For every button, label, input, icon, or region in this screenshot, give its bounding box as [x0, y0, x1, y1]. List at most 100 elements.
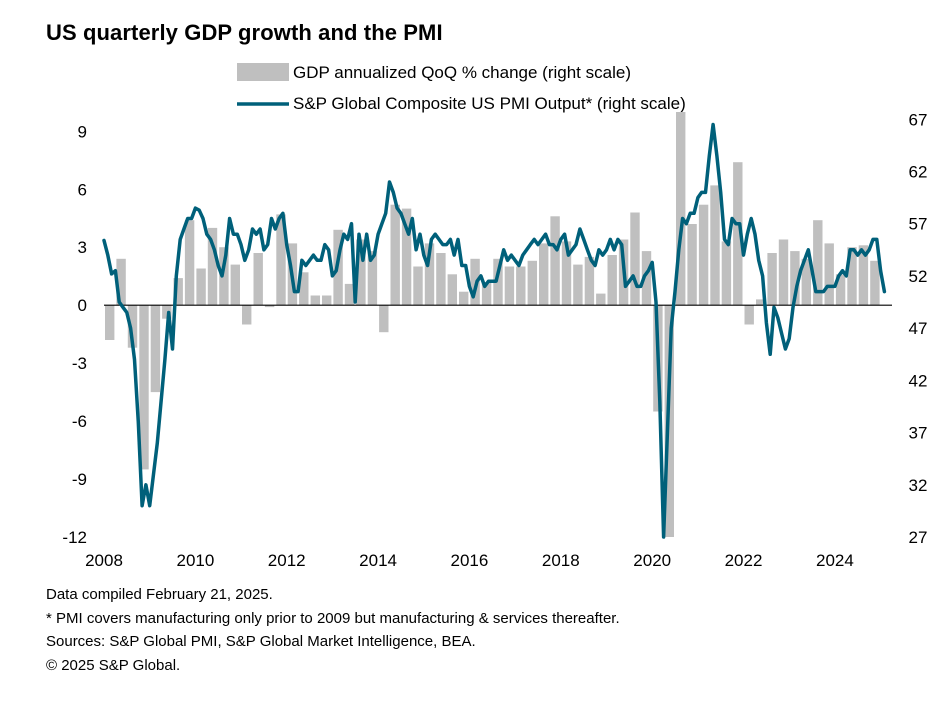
gdp-bar — [367, 251, 378, 306]
right-axis-tick: 27 — [909, 528, 928, 547]
gdp-bar — [527, 260, 537, 306]
gdp-bar — [264, 305, 275, 308]
footnotes: Data compiled February 21, 2025. * PMI c… — [46, 583, 620, 677]
gdp-bar — [607, 255, 617, 306]
gdp-bar — [184, 220, 195, 306]
gdp-bar — [424, 243, 435, 306]
gdp-bar — [870, 260, 880, 306]
left-axis-tick: -9 — [72, 470, 87, 489]
gdp-bar — [778, 239, 789, 306]
gdp-bar — [584, 256, 595, 306]
right-axis-tick: 67 — [909, 110, 928, 129]
right-axis-tick: 52 — [909, 267, 928, 286]
gdp-bar — [242, 305, 252, 325]
gdp-bar — [310, 295, 320, 306]
pmi-line — [102, 122, 887, 539]
gdp-bar — [630, 212, 640, 306]
right-axis-tick: 62 — [909, 163, 928, 182]
gdp-bar — [207, 227, 218, 306]
gdp-bar — [516, 266, 526, 306]
footnote-compiled: Data compiled February 21, 2025. — [46, 586, 273, 603]
gdp-bar — [139, 305, 149, 470]
gdp-bar — [504, 266, 515, 306]
gdp-bar — [413, 266, 423, 306]
gdp-bar — [539, 243, 549, 306]
gdp-bars — [105, 112, 880, 537]
gdp-bar — [493, 258, 503, 306]
gdp-bar — [162, 305, 172, 319]
gdp-bar — [150, 305, 161, 393]
x-axis-tick: 2010 — [176, 551, 214, 570]
legend-line-label: S&P Global Composite US PMI Output* (rig… — [293, 94, 686, 113]
gdp-bar — [835, 274, 846, 306]
footnote-sources: Sources: S&P Global PMI, S&P Global Mark… — [46, 633, 476, 650]
gdp-bar — [676, 112, 686, 306]
left-axis-tick: 6 — [78, 180, 87, 199]
x-axis-tick: 2012 — [268, 551, 306, 570]
gdp-bar — [379, 305, 389, 333]
gdp-bar — [481, 282, 492, 306]
gdp-bar — [801, 258, 811, 306]
gdp-bar — [299, 272, 309, 306]
gdp-bar — [230, 264, 240, 306]
gdp-bar — [721, 241, 732, 306]
gdp-bar — [401, 208, 412, 306]
x-axis-tick: 2014 — [359, 551, 397, 570]
x-axis: 2008 2010 2012 2014 2016 2018 2020 2022 2024 — [85, 551, 854, 570]
gdp-bar — [824, 243, 834, 306]
x-axis-tick: 2024 — [816, 551, 854, 570]
gdp-bar — [687, 224, 697, 306]
left-axis-tick: 0 — [78, 296, 87, 315]
chart-title: US quarterly GDP growth and the PMI — [46, 20, 443, 45]
gdp-bar — [767, 253, 777, 306]
gdp-bar — [847, 247, 857, 306]
x-axis-tick: 2018 — [542, 551, 580, 570]
gdp-bar — [561, 241, 572, 306]
gdp-bar — [253, 253, 263, 306]
gdp-bar — [710, 185, 720, 306]
gdp-bar — [641, 251, 652, 306]
left-axis: 9 6 3 0 -3 -6 -9 -12 — [62, 122, 87, 547]
gdp-bar — [196, 268, 206, 306]
footnote-pmi-note: * PMI covers manufacturing only prior to… — [46, 609, 620, 627]
right-axis-tick: 47 — [909, 319, 928, 338]
gdp-bar — [596, 293, 606, 306]
gdp-bar — [813, 220, 823, 306]
gdp-bar — [790, 251, 800, 306]
gdp-bar — [322, 295, 332, 306]
left-axis-tick: -3 — [72, 354, 87, 373]
footnote-copyright: © 2025 S&P Global. — [46, 656, 181, 674]
right-axis-tick: 42 — [909, 371, 928, 390]
gdp-bar — [436, 253, 446, 306]
gdp-bar — [105, 305, 115, 340]
gdp-bar — [550, 216, 560, 306]
right-axis-tick: 57 — [909, 215, 928, 234]
legend-bar-swatch — [237, 63, 289, 81]
gdp-bar — [733, 162, 743, 306]
x-axis-tick: 2020 — [633, 551, 671, 570]
gdp-bar — [447, 274, 457, 306]
x-axis-tick: 2008 — [85, 551, 123, 570]
right-axis-tick: 37 — [909, 424, 928, 443]
gdp-bar — [744, 305, 754, 325]
right-axis-tick: 32 — [909, 476, 928, 495]
gdp-bar — [459, 291, 469, 306]
left-axis-tick: 9 — [78, 122, 87, 141]
gdp-bar — [127, 305, 138, 348]
gdp-bar — [698, 204, 709, 306]
gdp-bar — [173, 278, 183, 306]
gdp-bar — [858, 245, 869, 306]
left-axis-tick: -12 — [62, 528, 87, 547]
left-axis-tick: -6 — [72, 412, 87, 431]
gdp-bar — [344, 283, 355, 306]
gdp-bar — [276, 214, 286, 306]
right-axis: 67 62 57 52 47 42 37 32 27 — [909, 110, 928, 547]
gdp-bar — [573, 264, 583, 306]
gdp-bar — [756, 299, 766, 306]
legend: GDP annualized QoQ % change (right scale… — [237, 63, 686, 113]
gdp-bar — [219, 247, 229, 306]
gdp-bar — [116, 258, 126, 306]
gdp-bar — [356, 239, 366, 306]
x-axis-tick: 2022 — [725, 551, 763, 570]
